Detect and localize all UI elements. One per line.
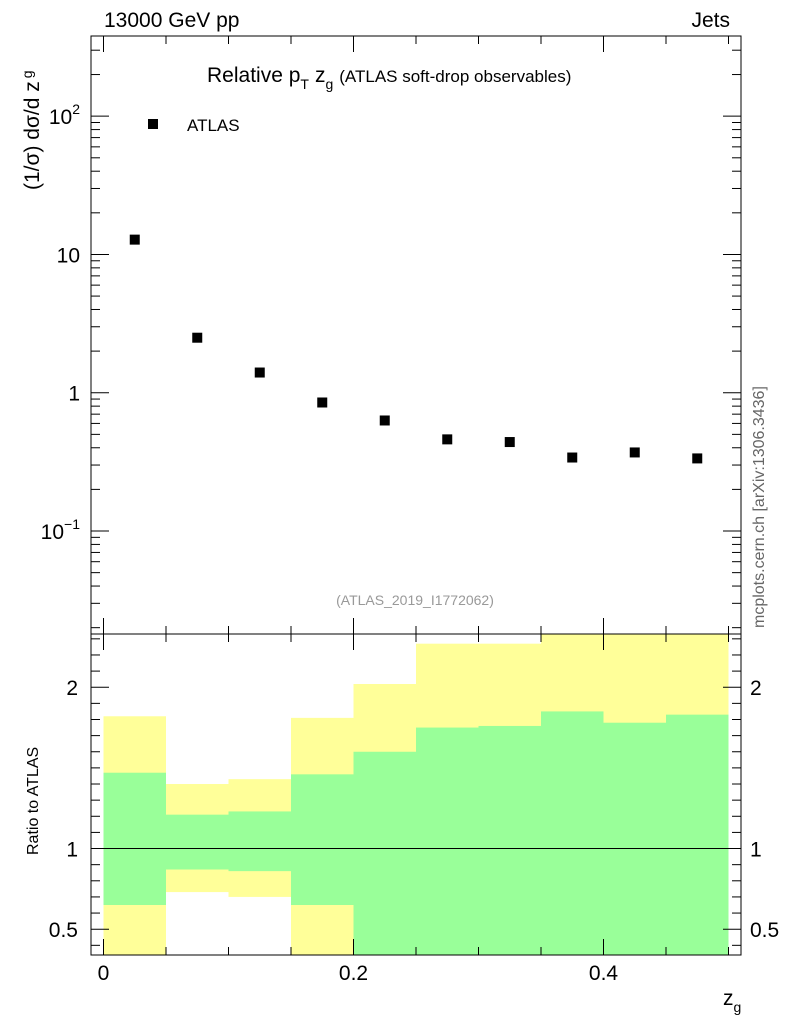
data-point-5 (442, 434, 453, 445)
data-point-9 (692, 453, 703, 464)
data-point-3 (317, 397, 328, 408)
legend-label: ATLAS (187, 116, 240, 135)
ratio-tick-label-left: 2 (66, 677, 78, 700)
data-point-8 (629, 447, 640, 458)
data-point-2 (254, 367, 265, 378)
data-point-0 (129, 234, 140, 245)
ratio-band-green-4 (353, 751, 416, 955)
data-point-1 (192, 332, 203, 343)
ratio-band-green-9 (666, 714, 729, 955)
y-tick-label-main: 102 (49, 101, 80, 129)
y-tick-label-main: 10 (57, 244, 80, 267)
ratio-band-green-0 (103, 772, 166, 905)
ratio-tick-label-left: 0.5 (49, 919, 78, 942)
y-tick-label-main: 1 (68, 383, 80, 406)
chart-title: Relative pT zg (ATLAS soft-drop observable… (207, 64, 571, 92)
y-tick-label-main: 10−1 (41, 516, 81, 544)
ratio-tick-label-left: 1 (66, 839, 78, 862)
x-tick-label: 0 (98, 962, 110, 985)
data-point-6 (504, 437, 515, 448)
ratio-band-green-6 (478, 725, 541, 955)
ratio-band-green-5 (416, 727, 479, 955)
header-left: 13000 GeV pp (104, 9, 239, 32)
ratio-band-green-7 (541, 711, 604, 955)
ratio-band-green-2 (228, 811, 291, 872)
data-point-7 (567, 452, 578, 463)
side-watermark: mcplots.cern.ch [arXiv:1306.3436] (751, 386, 768, 628)
ratio-band-green-8 (603, 722, 666, 955)
legend-marker (148, 119, 158, 129)
ratio-band-green-1 (166, 814, 229, 870)
x-tick-label: 0.4 (589, 962, 619, 985)
ratio-band-green-3 (291, 774, 354, 905)
ratio-tick-label-right: 2 (750, 677, 762, 700)
y-axis-label: (1/σ) dσ/d zg (19, 70, 44, 190)
ratio-y-axis-label: Ratio to ATLAS (25, 747, 42, 855)
x-axis-label: zg (723, 987, 741, 1015)
header-right: Jets (691, 9, 730, 32)
ratio-tick-label-right: 0.5 (750, 919, 779, 942)
analysis-id: (ATLAS_2019_I1772062) (336, 592, 494, 608)
x-tick-label: 0.2 (339, 962, 368, 985)
data-point-4 (379, 415, 390, 426)
ratio-tick-label-right: 1 (750, 839, 762, 862)
